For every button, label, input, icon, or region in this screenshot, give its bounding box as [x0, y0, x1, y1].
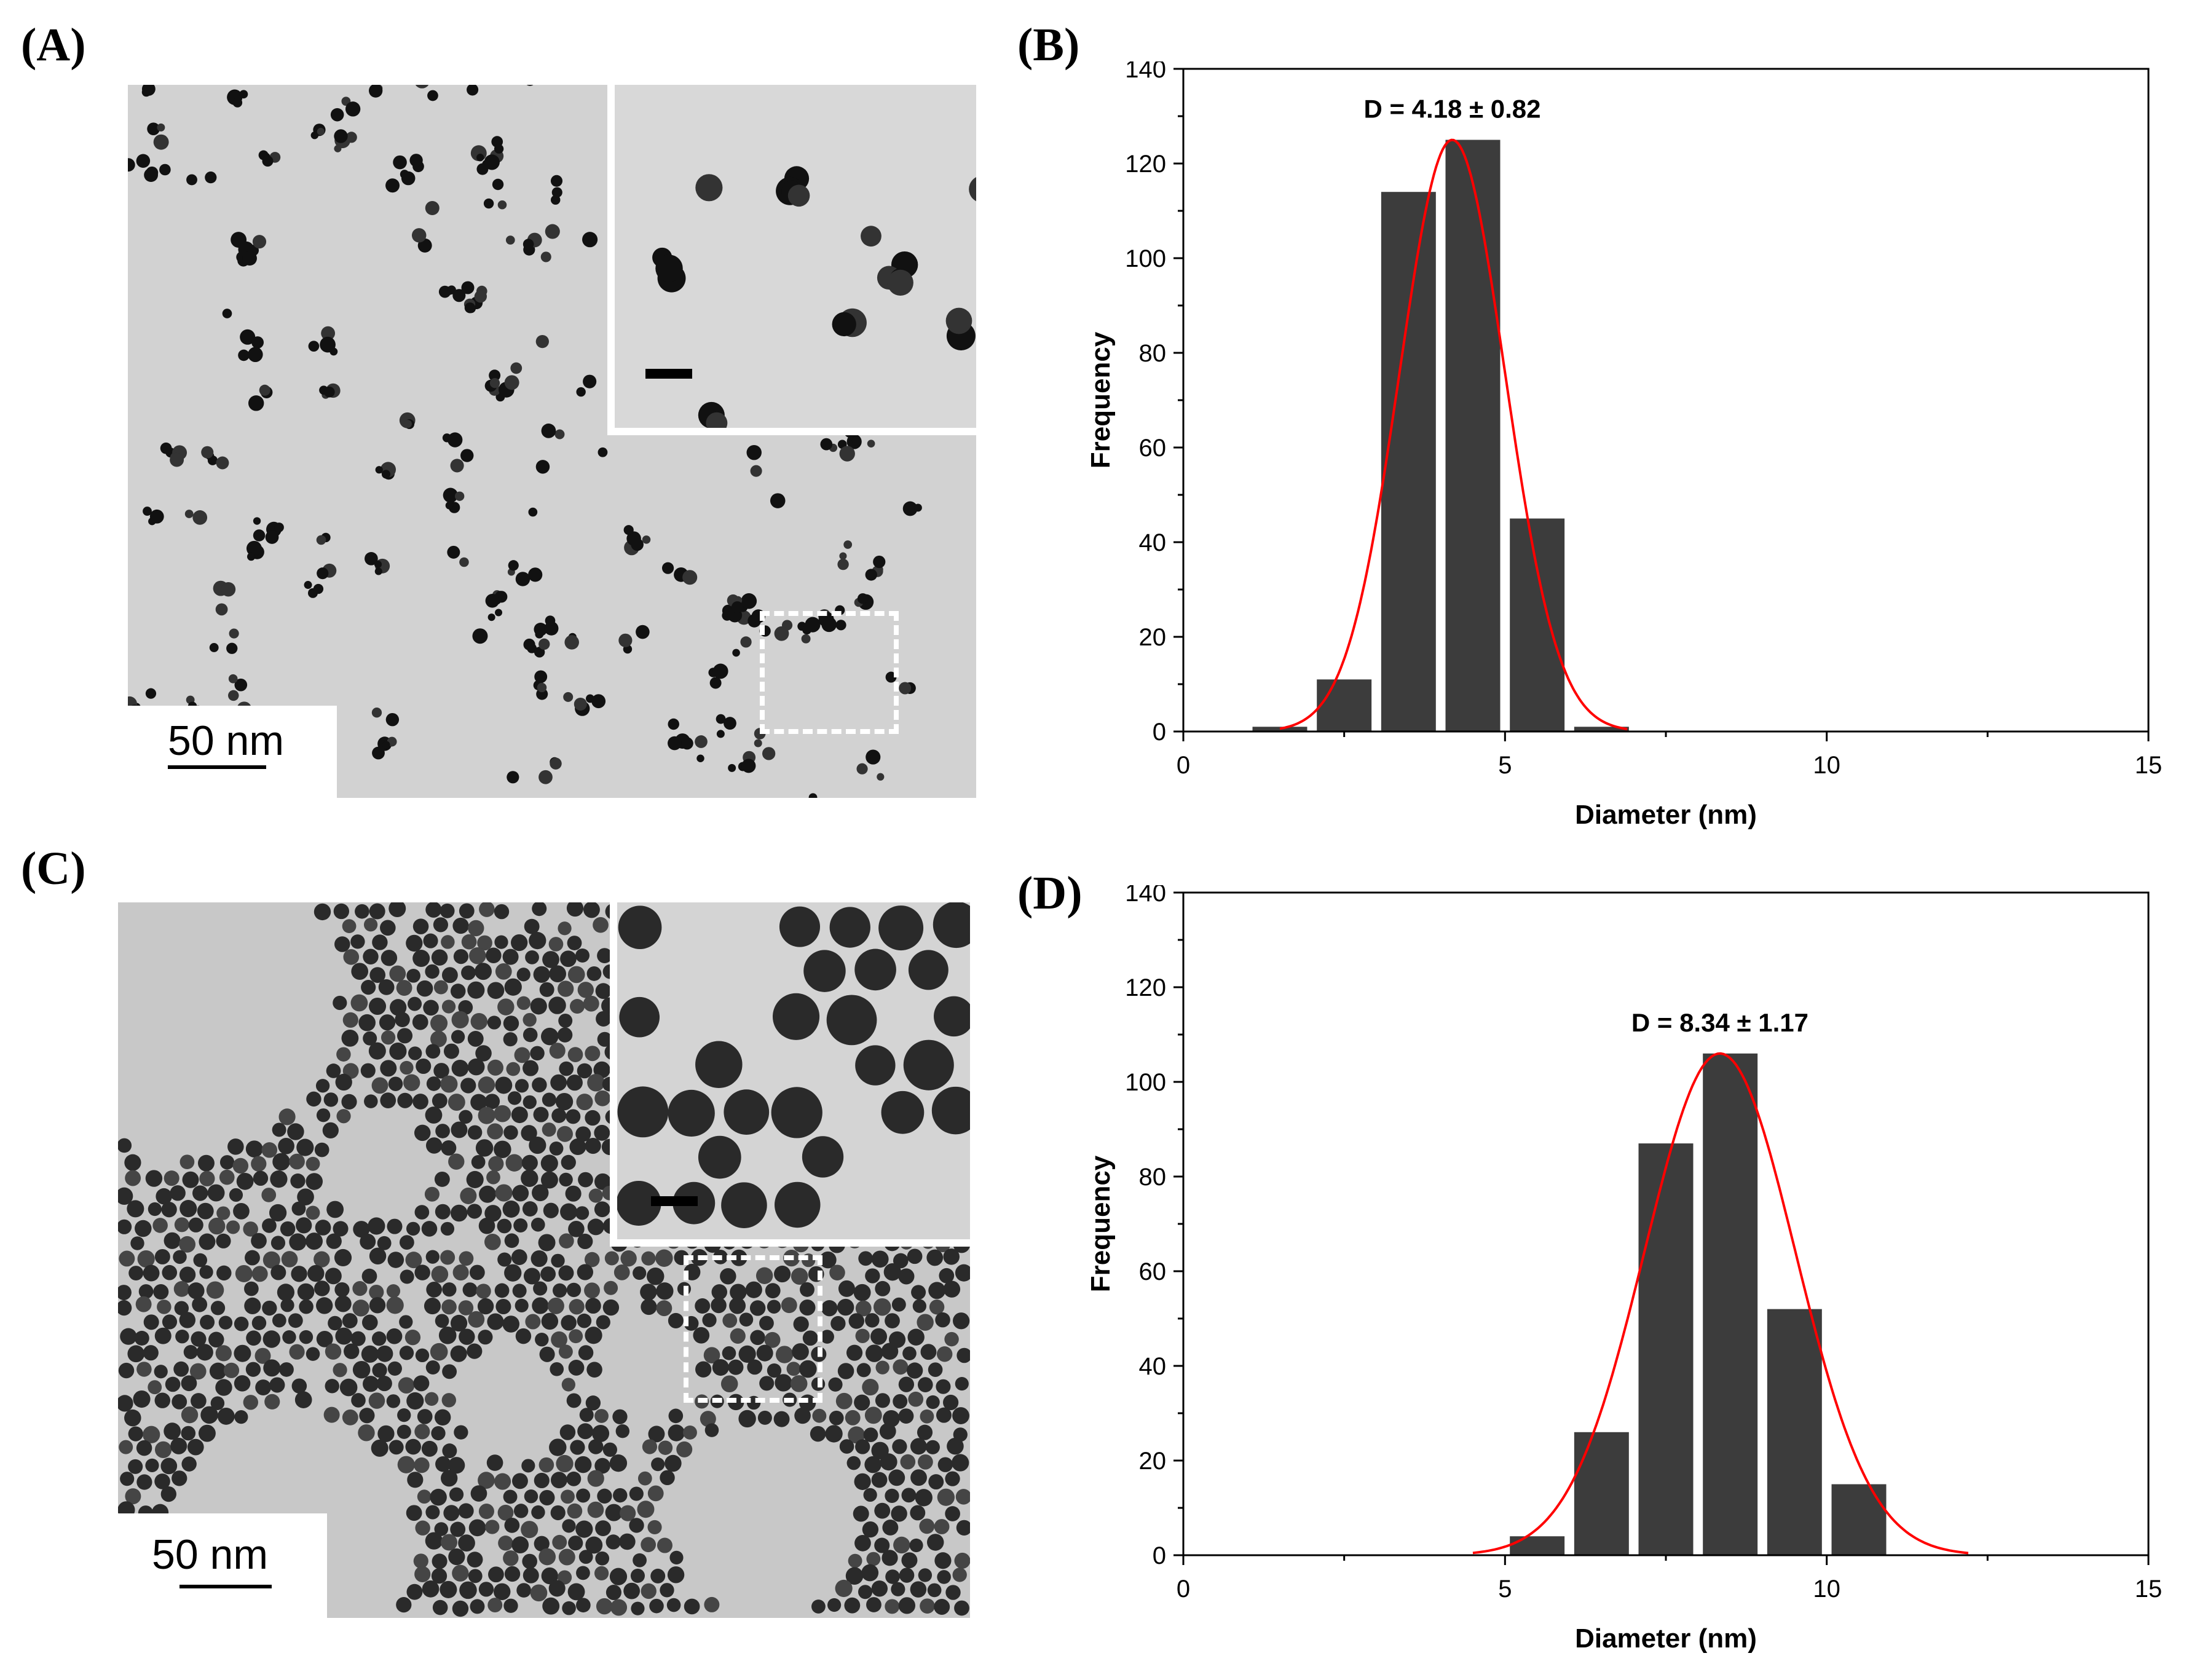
x-tick-label: 10 [1813, 1575, 1840, 1603]
y-tick-label: 0 [1153, 1542, 1166, 1569]
panel-label-d: (D) [1017, 867, 1083, 919]
panel-label-c: (C) [21, 843, 86, 894]
fit-annotation: D = 8.34 ± 1.17 [1631, 1008, 1808, 1037]
zoom-region-a [760, 611, 899, 734]
gaussian-fit-curve [1472, 1052, 1969, 1555]
histogram-bar [1831, 1484, 1887, 1555]
fit-annotation: D = 4.18 ± 0.82 [1363, 95, 1540, 124]
y-tick-label: 140 [1125, 61, 1166, 83]
x-tick-label: 0 [1177, 1575, 1190, 1603]
y-tick-label: 120 [1125, 974, 1166, 1001]
gaussian-fit-curve [1279, 138, 1628, 731]
y-tick-label: 60 [1139, 435, 1167, 462]
histogram-bar [1638, 1143, 1694, 1555]
y-tick-label: 40 [1139, 1353, 1167, 1380]
y-tick-label: 0 [1153, 719, 1166, 746]
scale-bar-c [179, 1585, 272, 1588]
histogram-bar [1703, 1053, 1758, 1555]
histogram-bar [1510, 1536, 1565, 1555]
tem-inset-micrograph-c [617, 902, 970, 1239]
x-axis-label: Diameter (nm) [1575, 800, 1757, 830]
inset-scale-bar-c [651, 1196, 698, 1206]
y-tick-label: 80 [1139, 340, 1167, 367]
histogram-b: 0 5 10 15 0 20 40 60 80 100 120 140 Diameter (nm) Fre… [1070, 56, 2176, 842]
x-tick-label: 5 [1498, 1575, 1512, 1603]
scale-bar-a [168, 765, 266, 769]
x-tick-label: 15 [2135, 1575, 2163, 1603]
histogram-d-svg: 0 5 10 15 0 20 40 60 80 100 120 140 Diameter (nm) Fre… [1086, 880, 2163, 1654]
y-tick-label: 20 [1139, 624, 1167, 651]
y-tick-label: 100 [1125, 245, 1166, 272]
y-tick-label: 100 [1125, 1069, 1166, 1096]
y-tick-label: 40 [1139, 529, 1167, 556]
histogram-bar [1767, 1309, 1822, 1555]
scale-bar-label-a: 50 nm [168, 717, 284, 764]
zoom-region-c [684, 1255, 822, 1403]
scale-bar-box-c: 50 nm [118, 1513, 327, 1618]
x-tick-label: 0 [1177, 752, 1190, 779]
tem-inset-c [610, 902, 970, 1247]
x-tick-label: 5 [1498, 752, 1512, 779]
histogram-bar [1445, 140, 1501, 732]
tem-inset-a [607, 85, 976, 435]
inset-scale-bar-a [645, 369, 692, 379]
x-axis-label: Diameter (nm) [1575, 1623, 1757, 1654]
x-tick-label: 15 [2135, 752, 2163, 779]
tem-image-a: 50 nm [128, 85, 976, 798]
histogram-b-svg: 0 5 10 15 0 20 40 60 80 100 120 140 Diameter (nm) Fre… [1086, 56, 2163, 830]
histogram-bar [1510, 518, 1565, 732]
panel-label-a: (A) [21, 19, 86, 71]
y-axis-label: Frequency [1086, 1155, 1116, 1292]
panel-label-b: (B) [1017, 19, 1080, 71]
histogram-bar [1574, 727, 1629, 732]
histogram-bar [1252, 727, 1307, 732]
histogram-bar [1381, 192, 1436, 732]
plot-frame [1182, 68, 2150, 733]
y-tick-label: 140 [1125, 885, 1166, 907]
y-tick-label: 120 [1125, 151, 1166, 178]
tem-image-c: 50 nm [118, 902, 970, 1618]
histogram-bar [1574, 1432, 1629, 1555]
y-tick-label: 20 [1139, 1448, 1167, 1475]
histogram-d: 0 5 10 15 0 20 40 60 80 100 120 140 Diameter (nm) Fre… [1070, 880, 2176, 1666]
y-tick-label: 60 [1139, 1258, 1167, 1285]
tem-inset-micrograph-a [615, 85, 976, 428]
scale-bar-label-c: 50 nm [152, 1531, 268, 1578]
y-axis-label: Frequency [1086, 331, 1116, 468]
x-tick-label: 10 [1813, 752, 1840, 779]
scale-bar-box-a: 50 nm [128, 706, 337, 798]
histogram-bar [1317, 679, 1372, 732]
y-tick-label: 80 [1139, 1164, 1167, 1191]
